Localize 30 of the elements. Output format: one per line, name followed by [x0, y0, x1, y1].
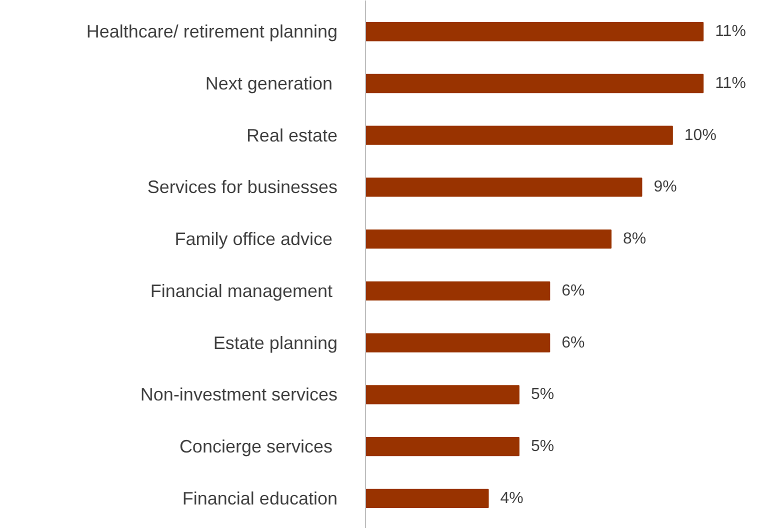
- y-tick-label: Family office advice: [174, 229, 333, 250]
- bar: [366, 126, 673, 145]
- data-label: 8%: [623, 230, 646, 248]
- y-tick-label: Non-investment services: [140, 384, 338, 405]
- data-label: 9%: [654, 178, 677, 196]
- data-label: 5%: [530, 386, 554, 404]
- data-label: 11%: [715, 23, 746, 40]
- data-label: 6%: [562, 334, 585, 352]
- data-label: 4%: [500, 490, 524, 507]
- y-tick-label: Real estate: [246, 125, 338, 146]
- data-label: 11%: [715, 74, 746, 92]
- bar: [366, 178, 642, 197]
- y-tick-label: Services for businesses: [147, 177, 338, 198]
- bar: [366, 230, 612, 249]
- y-tick-label: Healthcare/ retirement planning: [86, 22, 338, 42]
- bar: [366, 488, 489, 508]
- y-tick-label: Financial education: [182, 488, 338, 508]
- y-tick-label: Financial management: [150, 280, 333, 301]
- bar: [366, 436, 520, 456]
- y-tick-label: Next generation: [205, 73, 333, 94]
- y-tick-label: Concierge services: [179, 436, 332, 457]
- data-label: 10%: [684, 126, 716, 144]
- bar: [366, 281, 550, 301]
- bar: [366, 74, 704, 94]
- y-tick-label: Estate planning: [213, 332, 338, 353]
- data-label: 6%: [562, 282, 585, 300]
- bar: [366, 333, 550, 352]
- bar: [366, 22, 704, 42]
- data-label: 5%: [530, 438, 554, 456]
- bar: [366, 385, 520, 404]
